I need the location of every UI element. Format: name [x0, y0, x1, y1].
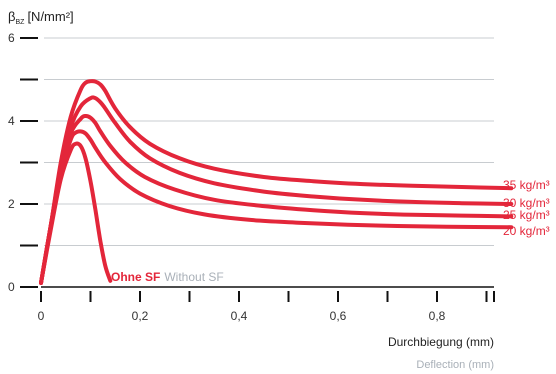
axis-layer: 0 2 4 6 0 0,2 0,4 0,6 0,8: [8, 31, 495, 323]
x-tick-label: 0,4: [231, 309, 248, 323]
y-axis-title: βBZ [N/mm²]: [8, 9, 74, 26]
y-tick-label: 2: [8, 197, 15, 211]
x-axis-title: Durchbiegung (mm): [388, 335, 494, 349]
series-label-20: 20 kg/m³: [503, 224, 550, 238]
series-label-25: 25 kg/m³: [503, 208, 550, 222]
x-axis-title-alt: Deflection (mm): [416, 359, 494, 371]
series-label-ohne-sf-main: Ohne SF: [111, 270, 160, 284]
x-tick-label: 0,8: [429, 309, 446, 323]
y-tick-label: 0: [8, 280, 15, 294]
series-label-ohne-sf-alt: Without SF: [164, 270, 223, 284]
series-label-30: 30 kg/m³: [503, 196, 550, 210]
series-line-30: [39, 95, 514, 285]
x-tick-label: 0: [38, 309, 45, 323]
series-label-ohne-sf: Ohne SF Without SF: [111, 270, 224, 284]
grid-layer: [44, 37, 494, 246]
series-label-35: 35 kg/m³: [503, 178, 550, 192]
y-axis-title-main: β: [8, 9, 15, 24]
series-line-25: [39, 113, 514, 285]
series-line-ohne: [39, 141, 113, 285]
y-tick-label: 4: [8, 114, 15, 128]
y-axis-title-sub: BZ: [15, 19, 25, 26]
y-axis-title-unit: [N/mm²]: [27, 9, 73, 24]
series-line-20: [39, 129, 514, 285]
x-tick-label: 0,6: [330, 309, 347, 323]
x-tick-label: 0,2: [132, 309, 149, 323]
series-layer: [39, 79, 514, 285]
y-tick-label: 6: [8, 31, 15, 45]
series-line-35: [39, 79, 514, 285]
